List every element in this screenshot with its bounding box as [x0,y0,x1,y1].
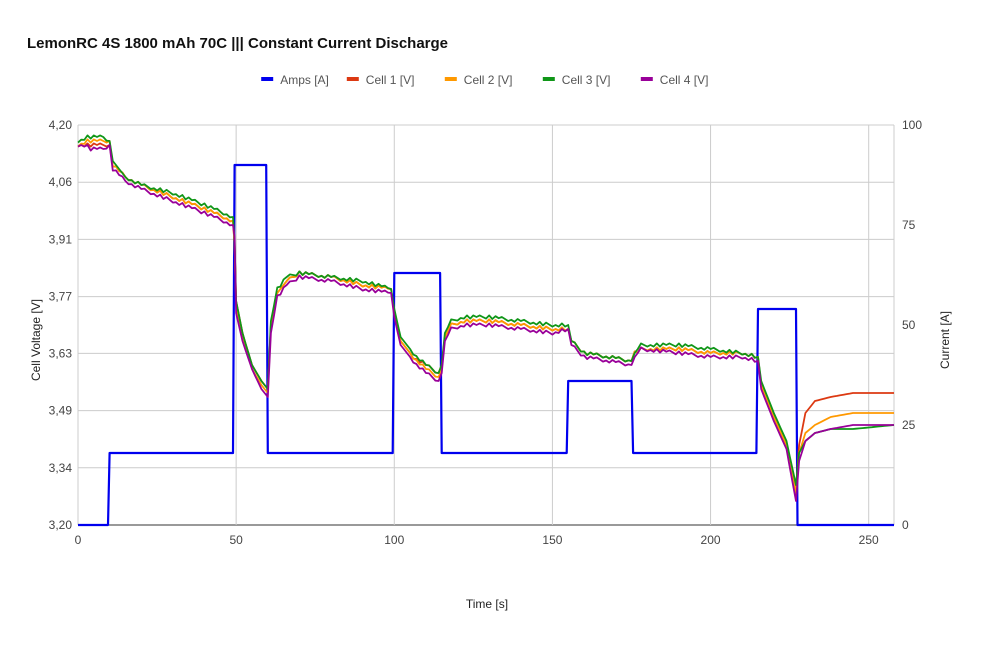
series-line-cell-3-v [77,134,895,486]
y-left-tick-label: 3,49 [49,404,73,418]
series-line-cell-1-v [77,142,894,490]
y-right-tick-label: 0 [902,518,909,532]
x-tick-label: 250 [859,533,879,547]
legend-swatch [542,77,555,81]
y-left-tick-label: 3,34 [49,461,73,475]
y-right-tick-label: 75 [902,218,916,232]
legend-label: Cell 4 [V] [660,73,709,87]
legend-item: Cell 2 [V] [444,73,513,87]
legend-swatch [640,77,653,81]
y-left-tick-label: 3,77 [49,290,73,304]
gridlines [77,124,895,526]
legend-swatch [346,77,359,81]
series-line-amps-a [78,163,894,527]
legend-label: Cell 1 [V] [366,73,415,87]
legend-item: Cell 3 [V] [542,73,611,87]
y-axis-left-title: Cell Voltage [V] [29,299,43,381]
x-tick-label: 200 [701,533,721,547]
y-right-tick-label: 25 [902,418,916,432]
y-left-tick-label: 3,63 [49,346,73,360]
y-axis-right-title: Current [A] [938,311,952,369]
legend: Amps [A] Cell 1 [V] Cell 2 [V] Cell 3 [V] Ce… [261,73,708,87]
legend-item: Cell 4 [V] [640,73,709,87]
series-line-cell-4-v [77,144,894,502]
x-tick-label: 0 [75,533,82,547]
legend-label: Amps [A] [280,73,329,87]
legend-item: Amps [A] [261,73,329,87]
axes-layer: 3,20 3,34 3,49 3,63 3,77 3,91 4,06 4,20 0 25 50 75 1… [49,118,923,547]
y-left-tick-label: 3,91 [49,232,73,246]
series-layer [77,134,895,527]
y-left-tick-label: 3,20 [49,518,73,532]
y-left-tick-label: 4,20 [49,118,73,132]
series-line-cell-2-v [77,138,894,494]
y-left-tick-label: 4,06 [49,175,73,189]
legend-label: Cell 3 [V] [562,73,611,87]
x-axis-title: Time [s] [466,597,508,611]
chart-title: LemonRC 4S 1800 mAh 70C ||| Constant Cur… [27,35,448,52]
legend-swatch [444,77,457,81]
x-tick-label: 50 [229,533,243,547]
y-right-tick-label: 50 [902,318,916,332]
legend-swatch [261,77,274,81]
x-tick-label: 150 [542,533,562,547]
x-tick-label: 100 [384,533,404,547]
y-right-tick-label: 100 [902,118,922,132]
legend-label: Cell 2 [V] [464,73,513,87]
legend-item: Cell 1 [V] [346,73,415,87]
